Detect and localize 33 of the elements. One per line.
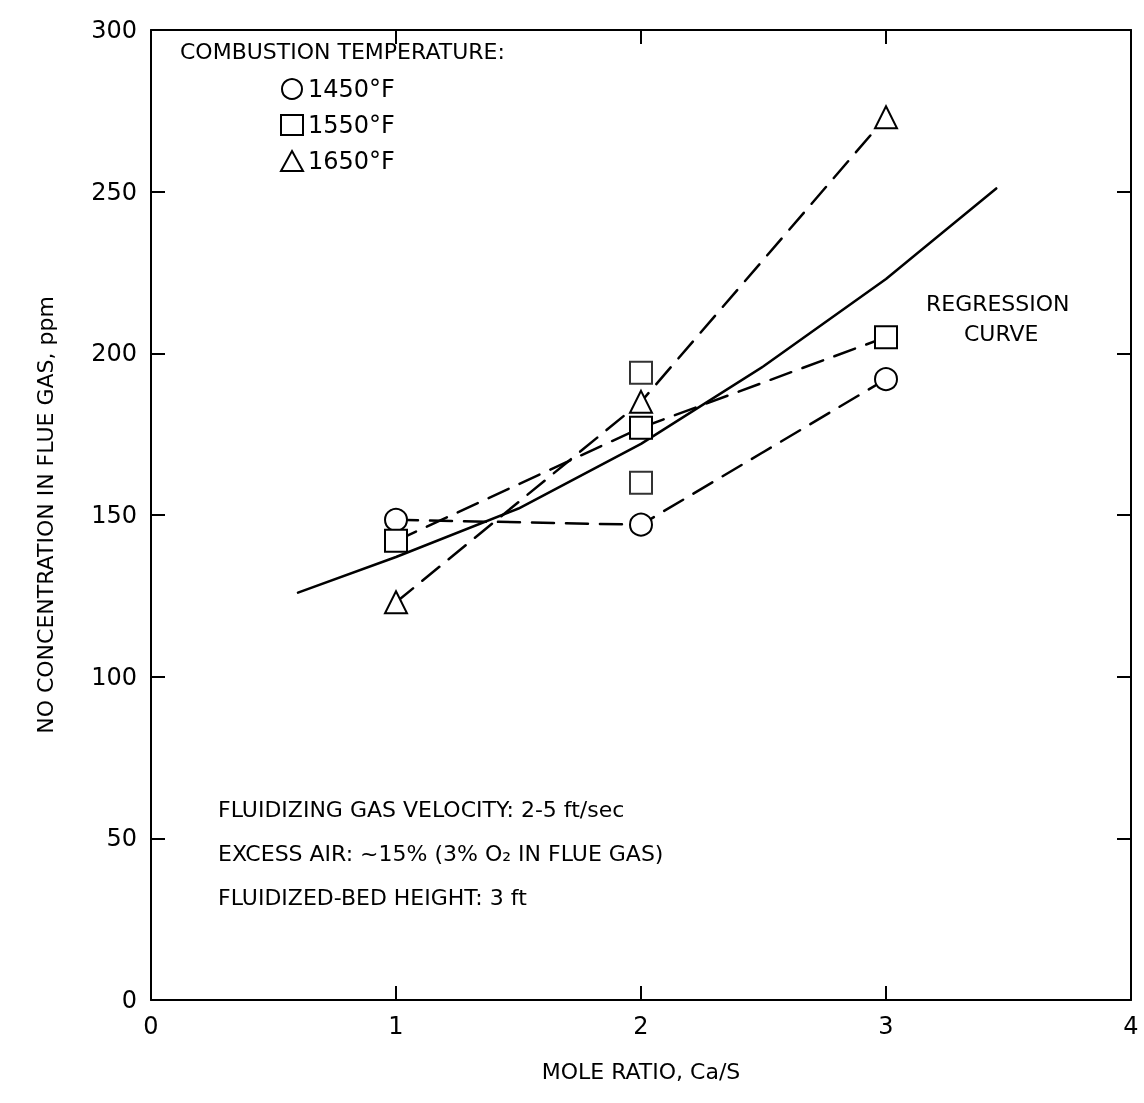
y-tick-label: 200 <box>91 339 137 368</box>
legend-title: COMBUSTION TEMPERATURE: <box>180 38 505 64</box>
point <box>629 389 653 414</box>
x-tick-label: 0 <box>143 1012 159 1040</box>
x-tick-label: 2 <box>633 1012 649 1040</box>
point <box>874 367 898 392</box>
annotation: FLUIDIZING GAS VELOCITY: 2-5 ft/sec <box>218 796 625 822</box>
x-tick-label: 1 <box>388 1012 404 1040</box>
y-tick-label: 100 <box>91 662 137 691</box>
y-axis-title: NO CONCENTRATION IN FLUE GAS, ppm <box>32 296 58 734</box>
x-tick-label: 4 <box>1123 1012 1139 1040</box>
point <box>384 528 408 553</box>
point <box>384 507 408 532</box>
y-tick-label: 150 <box>91 501 137 529</box>
y-tick-label: 250 <box>91 177 137 206</box>
legend-label: 1550°F <box>308 111 395 139</box>
series-label: REGRESSION CURVE <box>925 290 1077 346</box>
y-tick-label: 0 <box>121 986 137 1014</box>
annotation: FLUIDIZED-BED HEIGHT: 3 ft <box>218 884 528 910</box>
point <box>629 360 653 385</box>
legend-label: 1450°F <box>308 75 395 103</box>
legend-label: 1650°F <box>308 147 395 175</box>
annotation: EXCESS AIR: ~15% (3% O₂ IN FLUE GAS) <box>218 840 664 866</box>
point <box>629 415 653 440</box>
y-tick-label: 50 <box>106 824 137 853</box>
x-axis-title: MOLE RATIO, Ca/S <box>541 1058 741 1084</box>
point <box>384 590 408 615</box>
point <box>629 512 653 537</box>
point <box>874 105 898 130</box>
x-tick-label: 3 <box>878 1012 894 1040</box>
y-tick-label: 300 <box>91 16 137 44</box>
point <box>874 325 898 350</box>
point <box>629 470 653 495</box>
